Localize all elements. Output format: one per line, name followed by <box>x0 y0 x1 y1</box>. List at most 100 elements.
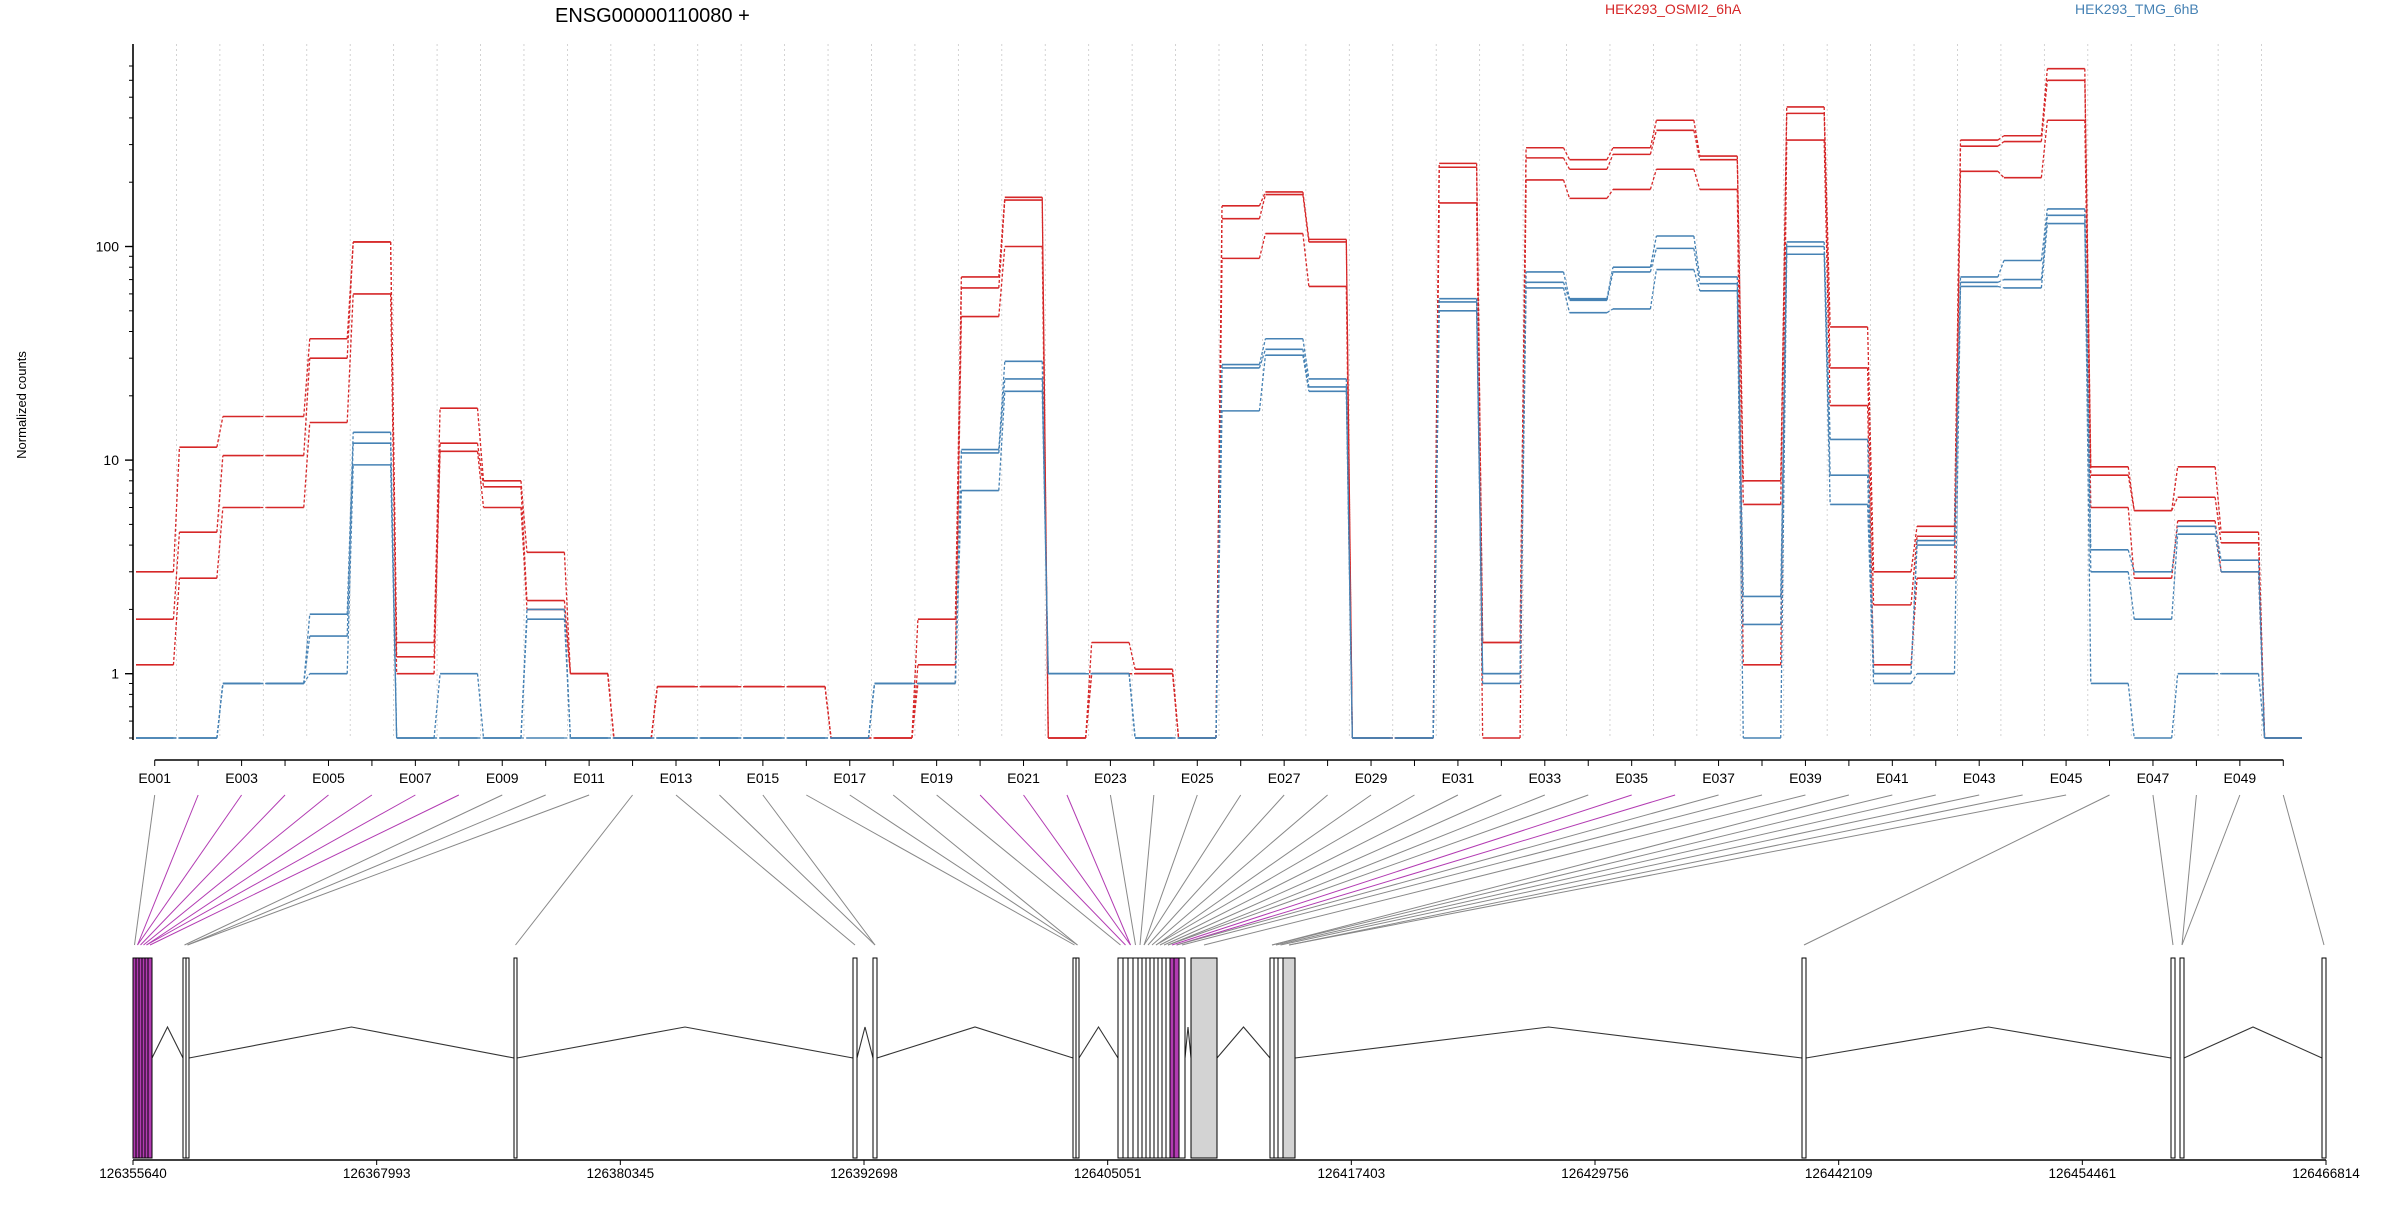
exon-block <box>2170 957 2176 1159</box>
exon-block <box>1173 957 1180 1159</box>
series-connector <box>1866 367 1875 605</box>
exon-block <box>1141 957 1147 1159</box>
series-connector <box>1606 308 1614 314</box>
series-connector <box>2171 534 2179 620</box>
series-connector <box>1823 140 1831 406</box>
bin-connector <box>2282 794 2325 946</box>
series-connector <box>1302 194 1310 243</box>
exon-block <box>185 957 190 1159</box>
exon-block <box>1282 957 1296 1159</box>
x-tick-label: E045 <box>2050 770 2083 786</box>
series-connector <box>1780 246 1788 625</box>
series-4 <box>136 208 2302 739</box>
series-connector <box>998 378 1006 454</box>
series-connector <box>824 686 832 739</box>
series-connector <box>172 578 181 665</box>
chart-title: ENSG00000110080 + <box>555 5 750 27</box>
x-tick-label: E029 <box>1355 770 1388 786</box>
bin-connector <box>1167 794 1589 946</box>
exon-block <box>1277 957 1284 1159</box>
series-connector <box>1910 545 1918 674</box>
series-connector <box>1562 282 1571 301</box>
x-tick-label: E037 <box>1702 770 1735 786</box>
exon-block <box>1117 957 1124 1159</box>
series-connector <box>2127 549 2135 572</box>
coordinate-tick-label: 126417403 <box>1318 1166 1386 1181</box>
bin-connector <box>1139 794 1155 946</box>
bin-connector <box>1176 794 1676 946</box>
series-connector <box>216 455 224 533</box>
bin-connector <box>140 794 286 946</box>
series-connector <box>2127 475 2135 511</box>
intron-line <box>856 1026 874 1059</box>
series-connector <box>1997 135 2005 141</box>
intron-line <box>1216 1026 1271 1059</box>
bin-connector <box>143 794 329 946</box>
series-connector <box>563 609 572 739</box>
series-connector <box>1606 147 1614 160</box>
bin-connector <box>134 794 156 946</box>
exon-block <box>2321 957 2327 1159</box>
series-connector <box>1606 189 1614 199</box>
bin-connector <box>1181 794 1763 946</box>
bin-connector <box>936 794 1121 946</box>
bin-connector <box>1155 794 1415 946</box>
bin-connector <box>1066 794 1131 946</box>
y-axis: 1 10 100 <box>96 44 134 740</box>
bin-connector <box>1151 794 1328 946</box>
series-connector <box>520 486 528 601</box>
series-connector <box>1953 286 1962 674</box>
exon-block <box>1157 957 1163 1159</box>
series-connector <box>216 507 224 579</box>
series-connector <box>2171 466 2179 511</box>
series-connector <box>1997 279 2005 283</box>
bin-connector <box>1167 794 1545 946</box>
series-connector <box>2214 497 2222 543</box>
series-connector <box>2257 673 2266 739</box>
exon-block <box>1169 957 1175 1159</box>
coordinate-tick-label: 126429756 <box>1561 1166 1629 1181</box>
series-connector <box>1823 254 1831 505</box>
series-connector <box>954 490 963 684</box>
series-connector <box>1345 241 1353 739</box>
x-tick-label: E001 <box>138 770 171 786</box>
series-connector <box>2040 223 2049 288</box>
series-connector <box>1910 536 1918 605</box>
intron-line <box>1078 1025 1119 1059</box>
series-connector <box>1649 130 1658 155</box>
coordinate-tick-label: 126367993 <box>343 1166 411 1181</box>
series-connector <box>1258 349 1267 369</box>
series-connector <box>1736 290 1744 739</box>
series-connector <box>520 609 528 739</box>
x-axis: E001 E003 E005 E007 E009 E011 E013 E015 E017 E019… <box>138 759 2284 786</box>
series-connector <box>2084 215 2092 572</box>
bin-connector <box>979 794 1126 946</box>
series-connector <box>433 673 441 739</box>
series-connector <box>1562 179 1571 199</box>
bin-connector <box>806 794 1075 946</box>
series-connector <box>1910 578 1918 665</box>
series-connector <box>1432 202 1440 739</box>
exon-block <box>872 957 878 1159</box>
series-connector <box>1953 282 1962 546</box>
series-connector <box>1302 338 1310 379</box>
series-connector <box>346 293 354 423</box>
legend-label-osmi2: HEK293_OSMI2_6hA <box>1605 1 1742 17</box>
series-connector <box>303 673 311 684</box>
bin-connector <box>1271 794 1850 946</box>
bin-connector <box>675 794 856 946</box>
x-tick-label: E003 <box>225 770 258 786</box>
bin-connector <box>1288 794 2023 946</box>
series-connector <box>1128 642 1136 670</box>
bin-connector <box>1203 794 1806 946</box>
series-connector <box>1649 248 1658 273</box>
bin-connector <box>849 794 1078 946</box>
bin-connector <box>187 794 590 946</box>
bin-connector <box>1155 794 1372 946</box>
bin-connector <box>1159 794 1459 946</box>
coordinate-tick-label: 126355640 <box>99 1166 167 1181</box>
series-connector <box>1562 287 1571 313</box>
coordinate-axis: 126355640 126367993 126380345 126392698 1264… <box>99 1159 2360 1181</box>
intron-line <box>188 1026 515 1059</box>
